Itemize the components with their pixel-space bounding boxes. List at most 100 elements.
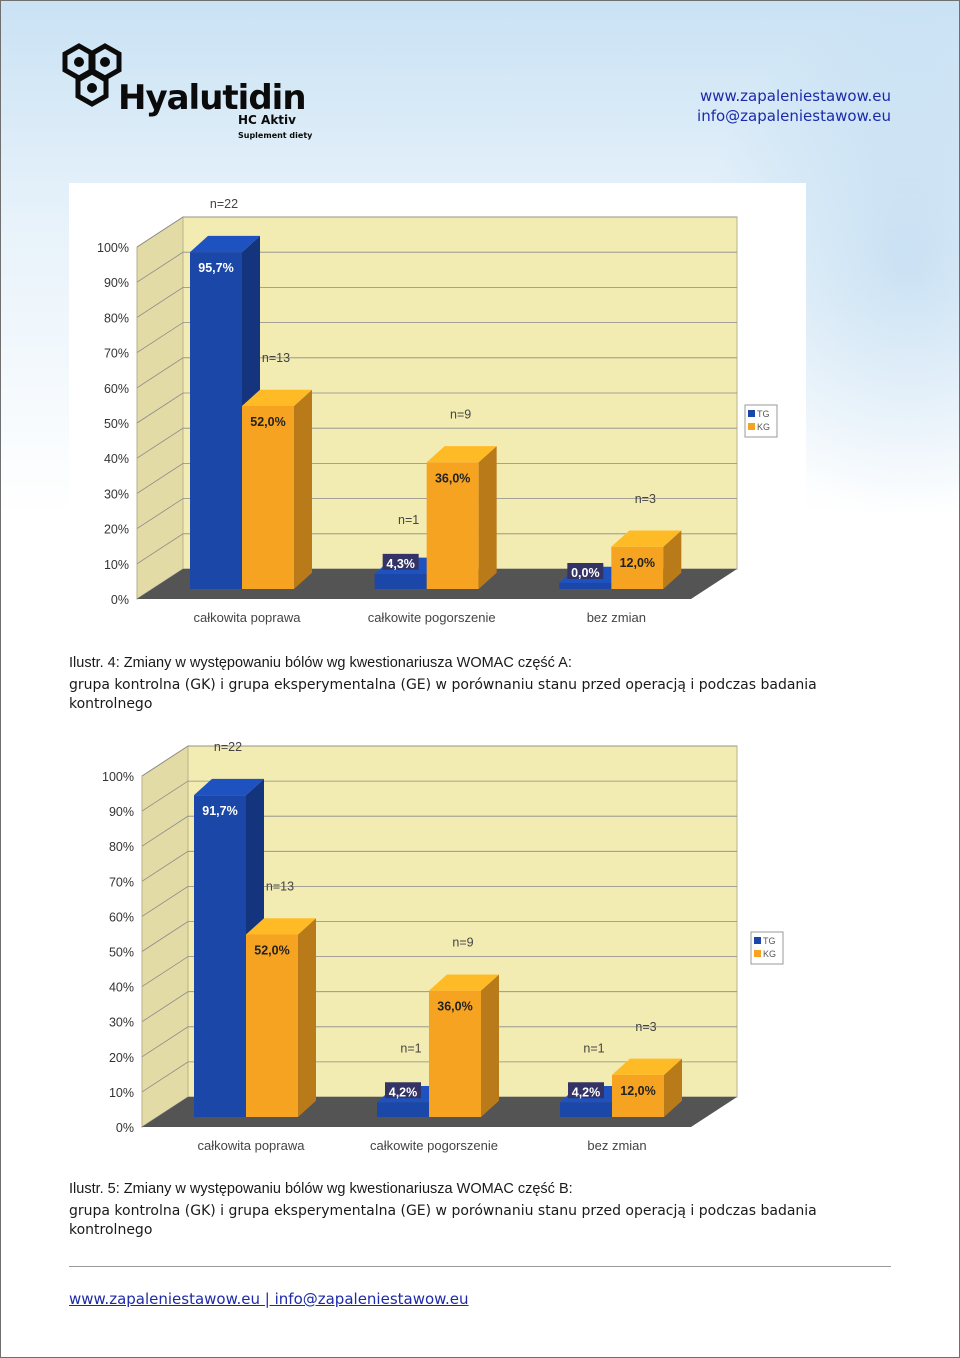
chart-2-bar-kg-3 — [612, 1074, 664, 1117]
chart-2-data-label: 12,0% — [620, 1084, 655, 1098]
chart-2-gridline — [141, 850, 737, 882]
chart-2-y-tick-label: 20% — [109, 1051, 134, 1065]
chart-2-bar-top — [429, 974, 499, 991]
chart-2-category-label: całkowite pogorszenie — [370, 1138, 498, 1153]
chart-2-n-label: n=22 — [214, 740, 242, 754]
chart-2-y-tick-label: 0% — [116, 1121, 134, 1135]
chart-1-svg: 0% 10% 20% 30% 40% 50% 60% 70% 80% 90% 100% 95,7% n=… — [97, 197, 778, 625]
chart-1-y-tick-label: 70% — [104, 347, 129, 361]
chart-1-gridline — [136, 251, 737, 283]
chart-2-legend-swatch — [754, 937, 761, 944]
chart-1-gridline — [136, 427, 737, 459]
chart-1-n-label: n=13 — [262, 351, 290, 365]
caption-1-line1: Ilustr. 4: Zmiany w występowaniu bólów w… — [69, 655, 572, 671]
caption-1: Ilustr. 4: Zmiany w występowaniu bólów w… — [69, 654, 889, 714]
chart-1-gridline — [136, 322, 737, 353]
chart-2-y-tick-label: 30% — [109, 1016, 134, 1030]
chart-2-bar-kg-2 — [429, 990, 481, 1117]
chart-2-data-label-bg — [568, 1082, 604, 1099]
chart-1-legend-label: TG — [757, 409, 770, 419]
chart-2-y-tick-label: 40% — [109, 981, 134, 995]
chart-1-bar-tg-3 — [559, 583, 612, 589]
chart-1-y-tick-label: 30% — [104, 487, 129, 501]
chart-2-bar-tg-2 — [377, 1102, 429, 1117]
chart-2-data-label: 91,7% — [202, 804, 237, 818]
brand-logo: Hyalutidin HC Aktiv Suplement diety — [60, 40, 320, 145]
chart-2-gridline — [141, 921, 737, 952]
chart-1-legend-swatch — [748, 423, 755, 430]
caption-1-line3: kontrolnego — [69, 696, 153, 712]
chart-2-legend-label: TG — [763, 936, 776, 946]
chart-1-y-tick-label: 20% — [104, 523, 129, 537]
header-contact: www.zapaleniestawow.eu info@zapaleniesta… — [697, 86, 891, 126]
chart-1-gridline — [136, 462, 737, 494]
chart-1-y-tick-label: 50% — [104, 417, 129, 431]
chart-2-legend-label: KG — [763, 949, 776, 959]
chart-2-bar-tg-3 — [560, 1102, 612, 1117]
chart-1-bar-side — [478, 446, 497, 589]
chart-1-n-label: n=9 — [450, 407, 471, 421]
brand-name: Hyalutidin — [118, 78, 307, 118]
chart-1-n-label: n=22 — [210, 197, 238, 211]
chart-2-y-tick-label: 70% — [109, 875, 134, 889]
caption-2-line3: kontrolnego — [69, 1222, 153, 1238]
brand-tagline: Suplement diety — [238, 131, 313, 140]
chart-1-gridline — [136, 392, 737, 424]
chart-2-legend-swatch — [754, 950, 761, 957]
chart-1-bar-side — [663, 530, 682, 589]
footer: www.zapaleniestawow.eu | info@zapalenies… — [69, 1290, 469, 1308]
chart-1-y-tick-label: 0% — [111, 593, 129, 607]
chart-1-bar-side — [294, 389, 312, 589]
chart-2-bar-tg-1 — [194, 795, 246, 1117]
chart-1-gridline — [136, 287, 737, 318]
chart-1-y-tick-label: 10% — [104, 558, 129, 572]
chart-1-bar-top — [190, 235, 260, 253]
chart-2-gridline — [141, 745, 737, 777]
chart-2-bar-side — [664, 1058, 682, 1117]
chart-2-bar-kg-1 — [246, 934, 298, 1117]
chart-2-y-tick-label: 60% — [109, 910, 134, 924]
chart-1-y-tick-label: 100% — [97, 241, 129, 255]
chart-1-bar-kg-3 — [611, 546, 664, 589]
chart-1: 0% 10% 20% 30% 40% 50% 60% 70% 80% 90% 100% 95,7% n=… — [69, 183, 806, 649]
chart-2-category-label: bez zmian — [587, 1138, 646, 1153]
chart-2-gridline — [141, 885, 737, 917]
chart-1-category-label: całkowite pogorszenie — [368, 610, 496, 625]
chart-1-data-label-bg — [567, 563, 604, 579]
chart-1-data-label: 95,7% — [198, 261, 233, 275]
footer-separator: | — [260, 1290, 275, 1308]
chart-1-legend-swatch — [748, 410, 755, 417]
chart-1-y-tick-label: 80% — [104, 311, 129, 325]
email-link[interactable]: info@zapaleniestawow.eu — [697, 107, 891, 125]
chart-1-data-label-bg — [382, 553, 419, 570]
chart-2-bar-top — [246, 918, 316, 935]
caption-1-line2: grupa kontrolna (GK) i grupa eksperyment… — [69, 677, 817, 693]
chart-1-data-label: 36,0% — [435, 471, 470, 485]
chart-2: 0% 10% 20% 30% 40% 50% 60% 70% 80% 90% 100% 91,7% n=… — [69, 716, 806, 1174]
chart-2-gridline — [141, 956, 737, 987]
chart-2-data-label: 4,2% — [389, 1085, 418, 1099]
chart-2-y-tick-label: 50% — [109, 946, 134, 960]
chart-2-y-tick-label: 80% — [109, 840, 134, 854]
chart-2-y-tick-label: 10% — [109, 1086, 134, 1100]
footer-divider — [69, 1266, 891, 1267]
chart-1-bar-top — [426, 446, 497, 463]
footer-email-link[interactable]: info@zapaleniestawow.eu — [274, 1290, 469, 1308]
caption-2-line1: Ilustr. 5: Zmiany w występowaniu bólów w… — [69, 1181, 573, 1197]
footer-website-link[interactable]: www.zapaleniestawow.eu — [69, 1290, 261, 1308]
chart-2-category-label: całkowita poprawa — [198, 1138, 306, 1153]
website-link[interactable]: www.zapaleniestawow.eu — [699, 87, 891, 105]
brand-subname: HC Aktiv — [238, 113, 296, 127]
chart-1-data-label: 52,0% — [250, 415, 285, 429]
chart-2-svg: 0% 10% 20% 30% 40% 50% 60% 70% 80% 90% 100% 91,7% n=… — [102, 740, 784, 1153]
chart-1-y-tick-label: 60% — [104, 382, 129, 396]
chart-1-bar-tg-2 — [374, 573, 427, 589]
chart-1-data-label: 12,0% — [620, 556, 655, 570]
chart-1-n-label: n=1 — [398, 513, 419, 527]
chart-2-n-label: n=9 — [452, 936, 473, 950]
chart-1-gridline — [136, 533, 737, 565]
chart-1-bar-top — [242, 389, 312, 406]
chart-1-y-tick-label: 90% — [104, 276, 129, 290]
chart-2-bar-side — [298, 918, 316, 1117]
chart-2-data-label: 4,2% — [572, 1085, 601, 1099]
